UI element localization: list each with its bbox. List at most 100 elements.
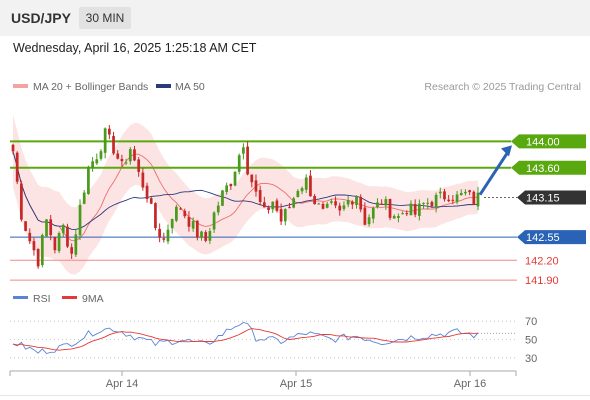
rsi-legend-label: RSI	[33, 293, 51, 305]
candle-body	[380, 203, 384, 205]
candle-body	[200, 231, 203, 238]
candle-body	[28, 232, 32, 242]
candle-body	[20, 183, 23, 220]
candle-body	[246, 146, 249, 175]
candle-body	[99, 151, 103, 159]
candle-body	[229, 183, 233, 187]
level-tag-text: 143.15	[526, 193, 560, 205]
candle-body	[355, 196, 358, 205]
level-label-141.90: 141.90	[525, 275, 559, 287]
candle-body	[334, 201, 337, 206]
candle-body	[304, 177, 308, 190]
rsi-legend-swatch	[13, 296, 28, 299]
candle-body	[426, 202, 430, 204]
candle-body	[397, 216, 400, 218]
level-tag-shape	[517, 230, 586, 245]
level-tag-shape	[511, 160, 586, 175]
rsi-ma-legend-label: 9MA	[82, 293, 104, 305]
candle-body	[24, 221, 27, 231]
ma50-legend-label: MA 50	[175, 81, 205, 93]
candle-body	[317, 203, 321, 205]
candle-body	[250, 174, 254, 183]
candle-body	[451, 199, 455, 201]
level-tag-text: 144.00	[526, 136, 560, 148]
candle-body	[137, 159, 141, 172]
candle-body	[91, 161, 94, 169]
bollinger-band	[13, 115, 478, 275]
candle-body	[363, 207, 367, 225]
candle-body	[472, 191, 476, 205]
rsi-tick-50: 50	[525, 335, 537, 347]
level-tag-text: 143.60	[526, 163, 560, 175]
candle-body	[342, 205, 346, 209]
candle-body	[87, 166, 90, 195]
candle-body	[296, 191, 300, 198]
candle-body	[367, 217, 371, 225]
x-tick-label: Apr 15	[280, 378, 312, 390]
candle-body	[95, 159, 99, 164]
candle-body	[15, 152, 19, 182]
x-tick-label: Apr 14	[106, 378, 138, 390]
level-tag-143.60: 143.60	[511, 160, 586, 175]
ma50-legend-swatch	[156, 84, 171, 88]
candle-body	[116, 153, 120, 159]
source-label: Research © 2025 Trading Central	[424, 81, 581, 93]
candle-body	[325, 203, 329, 208]
candle-body	[434, 194, 438, 208]
candle-body	[388, 199, 392, 218]
candle-body	[338, 205, 342, 211]
symbol-label: USD/JPY	[11, 10, 71, 26]
candle-body	[401, 213, 404, 215]
candle-body	[36, 248, 40, 267]
candle-body	[376, 202, 379, 208]
level-tag-143.15: 143.15	[517, 190, 586, 205]
rsi-tick-30: 30	[525, 353, 537, 365]
ma50-line	[12, 151, 479, 231]
candle-body	[468, 190, 471, 193]
candle-body	[103, 128, 107, 153]
rsi-tick-70: 70	[525, 316, 537, 328]
candle-body	[204, 232, 208, 241]
rsi-line	[12, 322, 479, 355]
candle-body	[216, 205, 220, 213]
candle-body	[221, 190, 224, 206]
candle-body	[154, 203, 157, 229]
candle-body	[275, 200, 279, 211]
candle-body	[158, 228, 161, 238]
candle-body	[409, 203, 413, 216]
candle-body	[225, 185, 229, 192]
level-tag-144.00: 144.00	[511, 134, 586, 149]
level-label-142.20: 142.20	[525, 255, 559, 267]
candle-body	[49, 219, 53, 236]
candle-body	[78, 204, 82, 236]
candle-body	[145, 185, 149, 199]
candle-body	[66, 226, 69, 247]
candle-body	[166, 229, 170, 242]
rsi-ma-line	[12, 328, 479, 351]
timeframe-button[interactable]: 30 MIN	[79, 7, 131, 29]
candle-body	[170, 219, 174, 229]
candle-body	[179, 208, 182, 210]
candle-body	[321, 203, 325, 209]
candle-body	[392, 216, 396, 219]
candle-body	[149, 198, 153, 204]
candle-body	[267, 207, 270, 210]
candle-body	[162, 238, 166, 240]
candle-body	[128, 149, 132, 162]
candle-body	[455, 194, 459, 203]
candle-body	[74, 234, 78, 255]
candle-body	[413, 204, 417, 215]
candle-body	[124, 162, 128, 164]
candle-body	[271, 201, 275, 210]
candle-body	[32, 241, 36, 251]
candle-body	[133, 149, 136, 161]
candle-body	[422, 202, 425, 204]
candle-body	[70, 247, 74, 254]
level-tag-shape	[517, 190, 586, 205]
rsi-ma-legend-swatch	[62, 296, 77, 299]
candle-body	[359, 196, 363, 210]
x-tick-label: Apr 16	[454, 378, 486, 390]
candle-body	[405, 213, 409, 215]
candle-body	[45, 219, 48, 237]
candle-body	[464, 191, 467, 194]
